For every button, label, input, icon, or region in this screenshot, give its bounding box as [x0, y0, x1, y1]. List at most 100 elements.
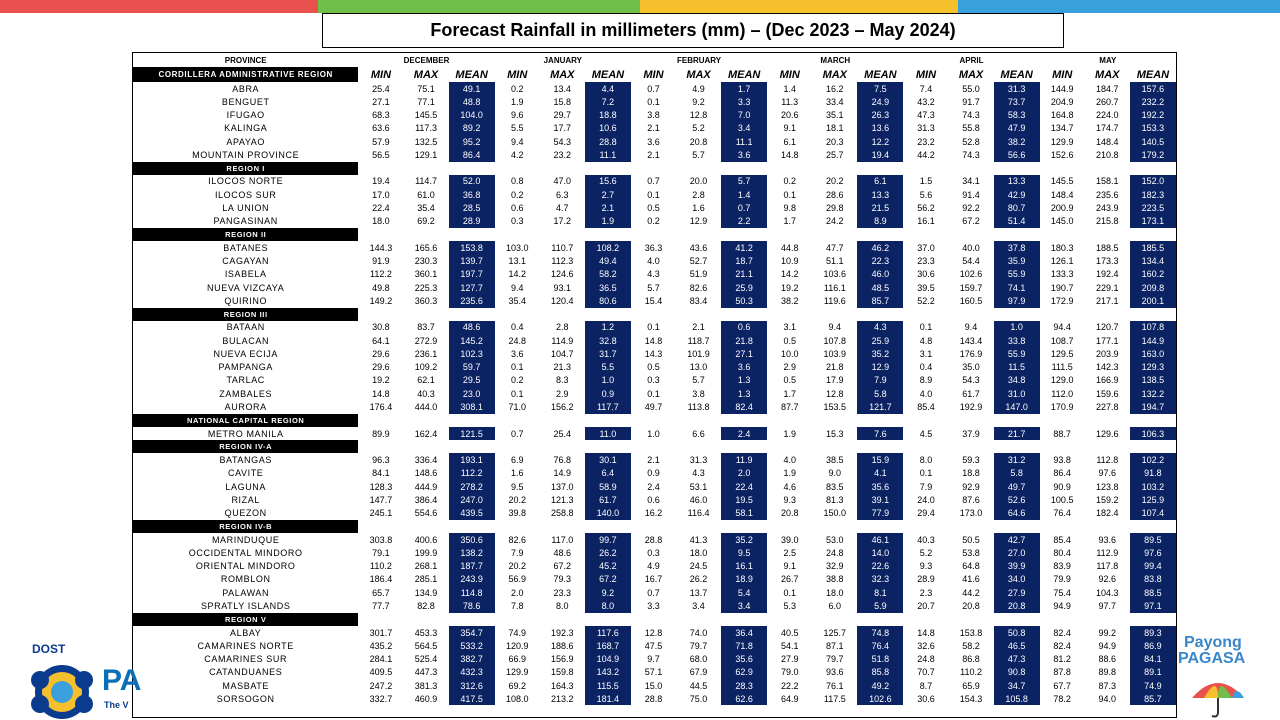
mean-value: 24.9 [857, 95, 904, 109]
mean-value: 102.2 [1129, 453, 1176, 467]
mean-value: 102.3 [448, 347, 495, 361]
mean-value: 1.9 [584, 214, 631, 228]
max-value: 227.8 [1096, 402, 1119, 412]
min-value: 100.5 [1050, 494, 1074, 505]
min-value: 7.4 [919, 83, 933, 94]
max-value: 225.3 [414, 282, 438, 293]
max-value: 117.8 [1096, 561, 1119, 572]
max-value: 65.9 [962, 680, 980, 691]
mean-value: 2.1 [584, 201, 631, 215]
max-value: 460.9 [414, 693, 438, 704]
max-value: 74.3 [962, 149, 980, 160]
max-value: 9.2 [692, 96, 705, 107]
max-value: 53.8 [962, 547, 980, 558]
max-value: 77.1 [417, 96, 435, 107]
region-header-row: REGION IV-B [133, 519, 1176, 534]
stat-header-max: MAX [413, 68, 439, 81]
mean-value: 121.5 [448, 426, 495, 441]
max-value: 9.4 [964, 322, 978, 333]
mean-value: 80.6 [584, 294, 631, 308]
mean-value: 193.1 [448, 453, 495, 467]
max-value: 145.5 [414, 110, 438, 121]
mean-value: 58.2 [584, 267, 631, 281]
min-value: 0.6 [647, 494, 660, 505]
mean-value: 21.7 [993, 426, 1040, 441]
min-value: 2.0 [510, 587, 524, 598]
min-value: 8.0 [919, 455, 933, 466]
max-value: 35.4 [417, 203, 435, 214]
min-value: 85.4 [1053, 534, 1071, 545]
min-value: 74.9 [508, 627, 526, 638]
mean-value: 58.9 [584, 479, 631, 494]
stat-header-mean: MEAN [1000, 68, 1033, 81]
min-value: 0.1 [647, 322, 660, 333]
min-value: 0.3 [647, 375, 660, 386]
max-value: 148.4 [1096, 136, 1119, 147]
max-value: 230.3 [414, 256, 438, 267]
min-value: 19.2 [780, 282, 799, 293]
mean-value: 108.2 [584, 241, 631, 255]
table-row: NUEVA ECIJA 29.6 236.1 102.3 3.6 104.7 31.7 14.… [133, 347, 1176, 361]
mean-value: 1.4 [721, 188, 768, 202]
min-value: 47.3 [917, 110, 935, 121]
max-value: 31.3 [689, 455, 708, 466]
mean-value: 58.3 [993, 108, 1040, 122]
max-value: 525.4 [414, 654, 438, 665]
stat-header-max: MAX [1095, 68, 1120, 81]
max-value: 119.6 [823, 295, 846, 306]
mean-value: 35.6 [857, 479, 904, 494]
mean-value: 5.4 [721, 586, 768, 600]
max-value: 336.4 [414, 455, 438, 466]
mean-value: 9.5 [721, 546, 768, 560]
mean-value: 145.2 [448, 334, 495, 348]
region-header-row: REGION III [133, 307, 1176, 321]
mean-value: 132.2 [1129, 387, 1176, 401]
min-value: 20.8 [780, 508, 799, 519]
min-value: 0.1 [783, 587, 796, 598]
min-value: 2.1 [647, 123, 660, 134]
max-value: 20.2 [826, 176, 844, 187]
min-value: 37.0 [917, 242, 935, 253]
max-value: 89.8 [1098, 667, 1117, 678]
mean-value: 354.7 [448, 625, 495, 640]
min-value: 134.7 [1050, 123, 1074, 134]
min-value: 1.6 [510, 468, 524, 479]
min-value: 1.9 [783, 468, 796, 479]
bar-red [0, 0, 318, 13]
min-value: 16.7 [644, 574, 663, 585]
mean-value: 143.2 [584, 665, 631, 679]
min-value: 9.1 [783, 561, 796, 572]
max-value: 132.5 [414, 136, 438, 147]
mean-value: 27.1 [721, 347, 768, 361]
pagasa-tagline: The V [104, 700, 129, 710]
max-value: 4.9 [692, 83, 705, 94]
month-header: FEBRUARY [676, 55, 722, 65]
min-value: 0.2 [510, 83, 524, 94]
min-value: 14.8 [917, 627, 935, 638]
mean-value: 185.5 [1129, 241, 1176, 255]
mean-value: 138.2 [448, 546, 495, 560]
mean-value: 46.5 [993, 639, 1040, 653]
mean-value: 11.0 [584, 426, 631, 441]
mean-value: 152.0 [1129, 174, 1176, 189]
dost-pagasa-logo: DOST PA The V [10, 640, 141, 720]
min-value: 14.3 [644, 348, 663, 359]
min-value: 5.7 [647, 282, 660, 293]
mean-value: 103.2 [1129, 479, 1176, 494]
max-value: 118.7 [687, 335, 710, 346]
mean-value: 35.9 [993, 254, 1040, 268]
max-value: 20.0 [689, 176, 708, 187]
max-value: 97.7 [1098, 600, 1117, 611]
mean-value: 38.2 [993, 135, 1040, 149]
mean-value: 3.6 [721, 360, 768, 374]
max-value: 54.3 [962, 375, 980, 386]
min-value: 19.2 [372, 375, 390, 386]
mean-value: 144.9 [1129, 334, 1176, 348]
min-value: 0.7 [510, 428, 524, 439]
max-value: 215.8 [1096, 216, 1119, 227]
min-value: 4.9 [647, 561, 660, 572]
max-value: 453.3 [414, 627, 438, 638]
min-value: 24.0 [917, 494, 935, 505]
mean-value: 35.6 [721, 652, 768, 666]
max-value: 381.3 [414, 680, 438, 691]
